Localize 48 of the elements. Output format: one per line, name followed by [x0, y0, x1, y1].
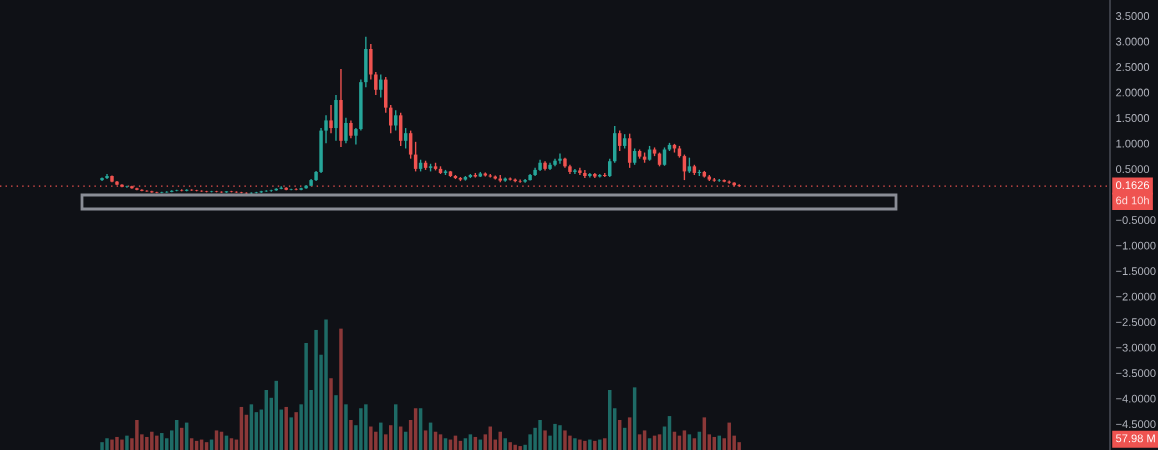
y-tick-label: 2.0000	[1116, 88, 1150, 97]
text: 57.98 M	[1116, 434, 1155, 443]
candlestick	[583, 169, 587, 179]
bar	[349, 419, 353, 450]
y-tick-label: −2.5000	[1116, 318, 1156, 327]
bar	[125, 435, 129, 450]
bar	[334, 395, 338, 450]
candlestick	[588, 172, 592, 179]
candlestick	[393, 109, 398, 132]
y-tick-label: −3.0000	[1116, 343, 1156, 352]
bar	[603, 438, 607, 450]
bar	[573, 438, 577, 450]
y-tick-label: −2.0000	[1116, 292, 1156, 301]
y-tick-label: −1.5000	[1116, 267, 1156, 276]
candlestick	[324, 114, 328, 145]
y-tick-label: 1.0000	[1116, 139, 1150, 148]
y-tick-label: 2.5000	[1116, 63, 1150, 71]
candlestick	[558, 152, 562, 165]
bar	[339, 328, 343, 450]
y-tick-label: −4.5000	[1116, 420, 1156, 429]
bar	[503, 438, 507, 450]
bar	[598, 439, 602, 450]
candlestick	[374, 71, 378, 96]
y-tick-label: −3.5000	[1116, 369, 1156, 378]
y-tick-label: 3.5000	[1115, 12, 1150, 20]
y-tick-label: −4.0000	[1116, 394, 1156, 403]
y-tick-label: 3.0000	[1115, 37, 1150, 46]
bar	[329, 378, 333, 450]
candlestick	[344, 117, 348, 145]
y-tick-label: 0.5000	[1115, 165, 1150, 174]
candlestick	[518, 178, 522, 184]
y-tick-label: −0.5000	[1116, 216, 1156, 225]
bar	[379, 422, 383, 450]
bar	[160, 433, 164, 450]
bar	[593, 440, 597, 450]
bar	[289, 417, 293, 450]
bar	[294, 412, 298, 450]
bar	[344, 404, 348, 450]
text: 6d 10h	[1116, 196, 1149, 205]
bar	[588, 439, 592, 450]
candlestick	[329, 104, 333, 134]
y-tick-label: 1.5000	[1116, 114, 1150, 122]
y-tick-label: −1.0000	[1116, 241, 1156, 250]
candlestick	[379, 73, 383, 99]
candlestick	[662, 146, 667, 167]
bar	[543, 430, 547, 450]
bar	[284, 406, 288, 450]
ref-line-label: 0.1626	[1115, 181, 1150, 190]
